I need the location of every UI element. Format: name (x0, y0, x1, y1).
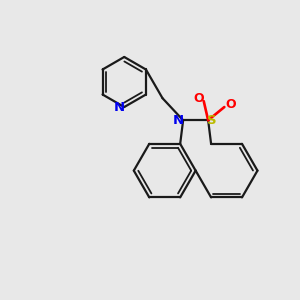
Text: N: N (173, 114, 184, 127)
Text: S: S (207, 114, 217, 127)
Text: N: N (113, 100, 124, 113)
Text: O: O (226, 98, 236, 111)
Text: O: O (193, 92, 204, 105)
